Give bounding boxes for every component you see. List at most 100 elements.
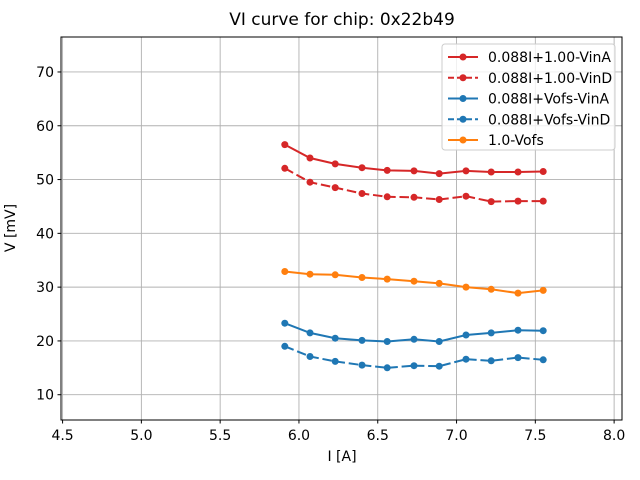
legend-sample-marker — [459, 115, 467, 123]
data-point-marker — [410, 362, 418, 370]
legend-label: 0.088I+1.00-VinD — [488, 71, 612, 87]
data-point-marker — [383, 193, 391, 201]
legend-sample-marker — [459, 136, 467, 144]
legend-item: 0.088I+Vofs-VinD — [448, 112, 610, 128]
data-point-marker — [435, 170, 443, 178]
data-point-marker — [462, 355, 470, 363]
data-point-marker — [306, 353, 314, 360]
data-point-marker — [383, 338, 391, 345]
y-tick-label: 70 — [36, 65, 54, 81]
series-line — [281, 164, 547, 206]
series-line — [281, 342, 547, 372]
x-tick-label: 7.0 — [445, 428, 467, 444]
legend-sample-marker — [459, 95, 467, 102]
data-point-marker — [462, 192, 470, 200]
data-point-marker — [487, 168, 495, 176]
x-tick-label: 5.5 — [209, 428, 231, 444]
legend-label: 0.088I+Vofs-VinD — [488, 112, 610, 128]
data-point-marker — [462, 331, 470, 339]
data-point-marker — [539, 286, 547, 294]
data-point-marker — [358, 274, 366, 281]
axes-frame — [60, 36, 623, 421]
series-line — [281, 141, 547, 178]
legend-label: 1.0-Vofs — [488, 133, 544, 149]
data-point-marker — [306, 329, 314, 337]
series-path — [284, 345, 544, 369]
data-point-marker — [539, 197, 547, 205]
data-point-marker — [487, 357, 495, 365]
data-point-marker — [514, 168, 522, 176]
data-point-marker — [281, 141, 289, 149]
y-axis-label: V [mV] — [3, 204, 19, 252]
data-point-marker — [514, 197, 522, 205]
x-tick-label: 6.5 — [367, 428, 389, 444]
y-tick-label: 40 — [36, 226, 54, 242]
data-point-marker — [331, 357, 339, 365]
data-point-marker — [514, 289, 522, 297]
data-point-marker — [539, 356, 547, 364]
data-point-marker — [435, 362, 443, 370]
data-point-marker — [306, 154, 314, 162]
legend-label: 0.088I+1.00-VinA — [488, 50, 611, 66]
data-point-marker — [539, 327, 547, 335]
data-point-marker — [410, 167, 418, 175]
axis-ticks: 4.5 5.0 5.5 6.0 6.5 7.0 7.5 8.0 10 20 30 40 50 60 70 — [36, 65, 625, 444]
legend: 0.088I+1.00-VinA 0.088I+1.00-VinD 0.088I+V… — [441, 43, 616, 151]
x-tick-label: 6.0 — [288, 428, 310, 444]
data-point-marker — [306, 270, 314, 278]
series-layer — [281, 141, 547, 372]
data-point-marker — [358, 190, 366, 197]
data-point-marker — [281, 319, 289, 327]
legend-frame — [441, 43, 616, 151]
legend-item: 0.088I+1.00-VinA — [448, 50, 611, 66]
data-point-marker — [331, 184, 339, 192]
x-tick-label: 5.0 — [130, 428, 152, 444]
data-point-marker — [331, 160, 339, 168]
chart-title: VI curve for chip: 0x22b49 — [229, 10, 455, 30]
data-point-marker — [383, 166, 391, 174]
data-point-marker — [435, 338, 443, 345]
data-point-marker — [281, 342, 289, 350]
data-point-marker — [462, 283, 470, 291]
data-point-marker — [358, 164, 366, 172]
x-tick-label: 7.5 — [524, 428, 546, 444]
legend-sample-marker — [459, 53, 467, 61]
data-point-marker — [514, 326, 522, 334]
legend-item: 1.0-Vofs — [448, 133, 544, 149]
legend-label: 0.088I+Vofs-VinA — [488, 92, 609, 108]
data-point-marker — [410, 277, 418, 285]
data-point-marker — [306, 178, 314, 186]
y-tick-label: 20 — [36, 334, 54, 350]
legend-sample-marker — [459, 74, 467, 82]
data-point-marker — [410, 193, 418, 201]
data-point-marker — [281, 268, 289, 275]
x-axis-label: I [A] — [327, 449, 356, 465]
series-line — [281, 268, 547, 297]
data-point-marker — [514, 354, 522, 362]
data-point-marker — [281, 164, 289, 172]
data-point-marker — [462, 167, 470, 175]
data-point-marker — [487, 329, 495, 337]
x-tick-label: 8.0 — [603, 428, 625, 444]
data-point-marker — [539, 168, 547, 175]
data-point-marker — [383, 275, 391, 283]
y-tick-label: 60 — [36, 119, 54, 135]
data-point-marker — [383, 364, 391, 372]
data-point-marker — [331, 271, 339, 279]
data-point-marker — [358, 336, 366, 344]
x-tick-label: 4.5 — [51, 428, 73, 444]
data-point-marker — [435, 196, 443, 203]
data-point-marker — [487, 285, 495, 293]
y-tick-label: 30 — [36, 280, 54, 296]
y-tick-label: 10 — [36, 388, 54, 404]
legend-item: 0.088I+1.00-VinD — [448, 71, 612, 87]
data-point-marker — [435, 279, 443, 287]
series-line — [281, 319, 547, 345]
legend-item: 0.088I+Vofs-VinA — [448, 92, 609, 108]
data-point-marker — [410, 335, 418, 343]
data-point-marker — [487, 198, 495, 206]
y-tick-label: 50 — [36, 173, 54, 189]
data-point-marker — [331, 334, 339, 342]
